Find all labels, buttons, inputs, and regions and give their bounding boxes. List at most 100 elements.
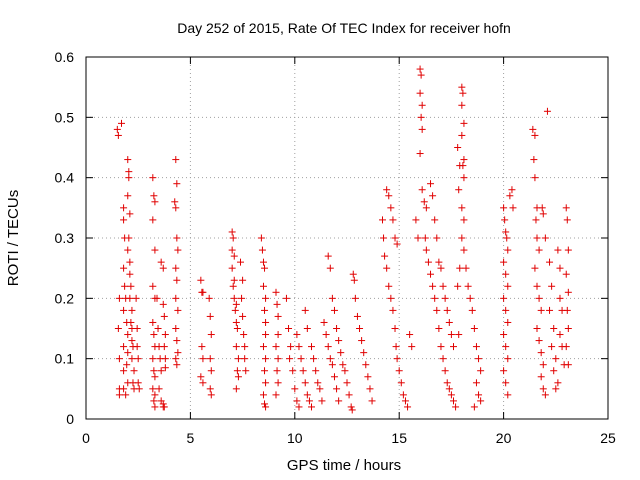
data-point bbox=[124, 331, 132, 339]
data-point bbox=[366, 385, 374, 393]
data-point bbox=[420, 198, 428, 206]
data-point bbox=[174, 349, 182, 357]
data-point bbox=[501, 216, 509, 224]
data-point bbox=[272, 391, 280, 399]
data-point bbox=[324, 252, 332, 260]
data-point bbox=[207, 367, 215, 375]
data-point bbox=[127, 282, 135, 290]
data-point bbox=[393, 240, 401, 248]
y-tick-label: 0.3 bbox=[55, 230, 75, 246]
data-point bbox=[564, 288, 572, 296]
data-point bbox=[458, 131, 466, 139]
data-point bbox=[259, 282, 267, 290]
data-point bbox=[378, 216, 386, 224]
data-point bbox=[206, 355, 214, 363]
data-point bbox=[151, 391, 159, 399]
data-point bbox=[120, 264, 128, 272]
data-point bbox=[504, 391, 512, 399]
data-point bbox=[539, 361, 547, 369]
data-point bbox=[273, 300, 281, 308]
data-point bbox=[229, 234, 237, 242]
data-point bbox=[437, 343, 445, 351]
data-point bbox=[274, 331, 282, 339]
data-point bbox=[445, 318, 453, 326]
data-point bbox=[439, 282, 447, 290]
x-tick-label: 5 bbox=[187, 430, 195, 446]
data-point bbox=[173, 276, 181, 284]
data-point bbox=[199, 288, 207, 296]
data-point bbox=[151, 198, 159, 206]
data-point bbox=[401, 397, 409, 405]
data-point bbox=[455, 186, 463, 194]
data-point bbox=[460, 246, 468, 254]
data-point bbox=[127, 318, 135, 326]
data-point bbox=[477, 397, 485, 405]
data-point bbox=[395, 367, 403, 375]
data-point bbox=[535, 294, 543, 302]
data-point bbox=[293, 331, 301, 339]
data-point bbox=[282, 294, 290, 302]
data-point bbox=[308, 403, 316, 411]
data-point bbox=[472, 343, 480, 351]
data-point bbox=[337, 349, 345, 357]
data-point bbox=[502, 343, 510, 351]
y-axis-title: ROTI / TECUs bbox=[5, 190, 22, 286]
data-point bbox=[135, 385, 143, 393]
data-point bbox=[509, 204, 517, 212]
data-point bbox=[328, 294, 336, 302]
data-point bbox=[124, 192, 132, 200]
data-point bbox=[362, 361, 370, 369]
data-point bbox=[161, 331, 169, 339]
y-tick-label: 0.4 bbox=[55, 170, 75, 186]
grid-layer bbox=[86, 57, 608, 419]
data-point bbox=[548, 282, 556, 290]
data-point bbox=[149, 174, 157, 182]
data-point bbox=[242, 367, 250, 375]
data-point bbox=[230, 276, 238, 284]
data-point bbox=[554, 246, 562, 254]
data-point bbox=[468, 306, 476, 314]
data-point bbox=[360, 349, 368, 357]
data-point bbox=[399, 391, 407, 399]
data-point bbox=[289, 367, 297, 375]
data-point bbox=[564, 361, 572, 369]
data-point bbox=[339, 361, 347, 369]
data-point bbox=[548, 343, 556, 351]
data-point bbox=[431, 294, 439, 302]
data-point bbox=[389, 306, 397, 314]
data-point bbox=[259, 391, 267, 399]
data-point bbox=[404, 403, 412, 411]
data-point bbox=[470, 403, 478, 411]
data-point bbox=[171, 198, 179, 206]
data-point bbox=[562, 270, 570, 278]
data-point bbox=[533, 325, 541, 332]
data-point bbox=[262, 294, 270, 302]
data-point bbox=[416, 89, 424, 97]
data-point bbox=[286, 355, 294, 363]
data-point bbox=[174, 306, 182, 314]
x-tick-label: 10 bbox=[287, 430, 303, 446]
data-point bbox=[424, 258, 432, 266]
data-point bbox=[259, 343, 267, 351]
data-point bbox=[120, 204, 128, 212]
data-point bbox=[358, 337, 366, 345]
data-point bbox=[533, 234, 541, 242]
data-point bbox=[546, 306, 554, 314]
data-point bbox=[316, 385, 324, 393]
data-point bbox=[150, 192, 158, 200]
data-point bbox=[475, 355, 483, 363]
data-point bbox=[330, 306, 338, 314]
data-point bbox=[172, 294, 180, 302]
data-point bbox=[199, 355, 207, 363]
data-point bbox=[262, 318, 270, 326]
data-point bbox=[122, 391, 130, 399]
data-point bbox=[437, 264, 445, 272]
data-point bbox=[539, 385, 547, 393]
data-point bbox=[149, 282, 157, 290]
data-point bbox=[554, 379, 562, 387]
data-point bbox=[172, 325, 180, 332]
data-point bbox=[385, 282, 393, 290]
data-point bbox=[272, 288, 280, 296]
data-point bbox=[120, 216, 128, 224]
